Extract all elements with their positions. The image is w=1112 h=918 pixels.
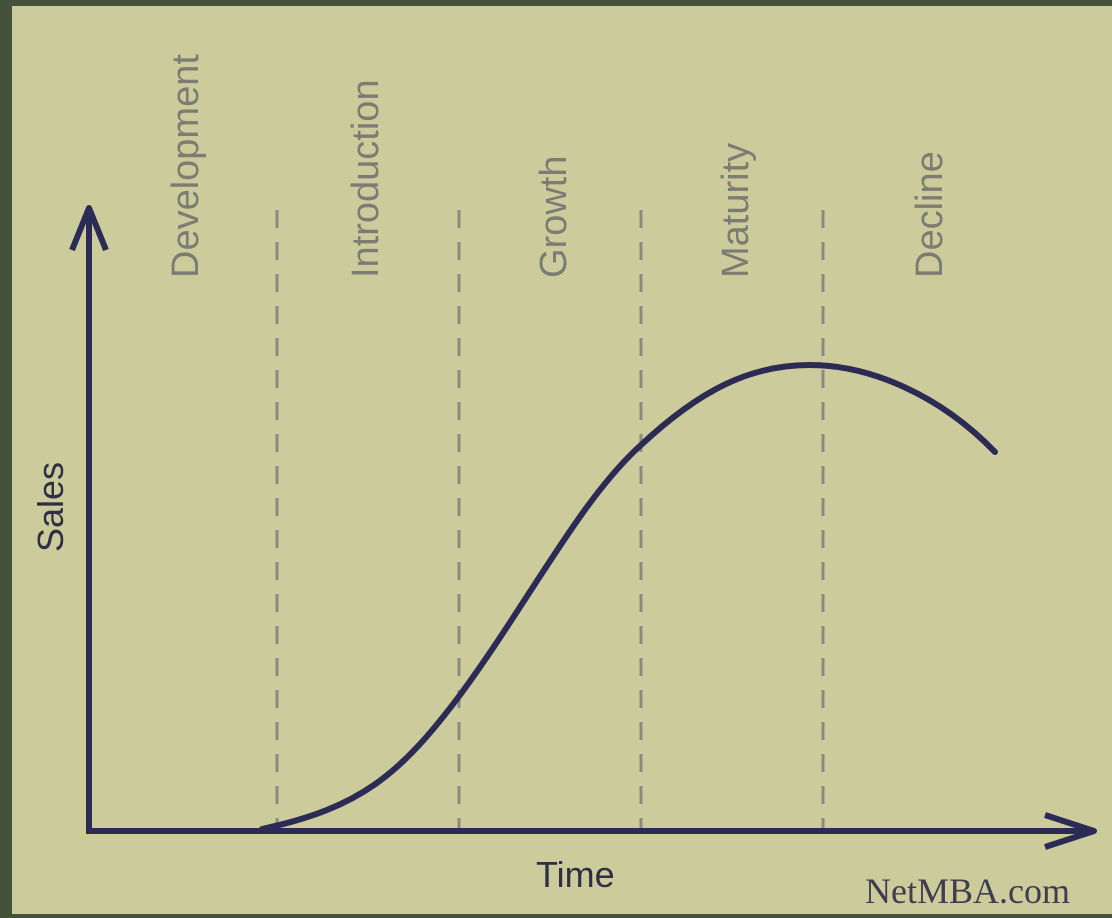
- axes: [69, 205, 1097, 850]
- stage-label-growth: Growth: [533, 156, 575, 278]
- y-axis-label: Sales: [30, 462, 71, 552]
- stage-label-maturity: Maturity: [715, 143, 757, 278]
- stage-labels: Development Introduction Growth Maturity…: [165, 54, 951, 278]
- y-axis-arrowhead: [69, 205, 109, 252]
- credit-text: NetMBA.com: [865, 871, 1070, 911]
- stage-label-development: Development: [165, 54, 207, 278]
- diagram-panel: [12, 6, 1112, 914]
- x-axis-arrowhead: [1044, 812, 1097, 850]
- stage-label-introduction: Introduction: [345, 79, 387, 278]
- stage-label-decline: Decline: [909, 151, 951, 278]
- stage-dividers: [275, 210, 825, 830]
- sales-curve: [259, 361, 998, 832]
- x-axis-label: Time: [536, 854, 615, 895]
